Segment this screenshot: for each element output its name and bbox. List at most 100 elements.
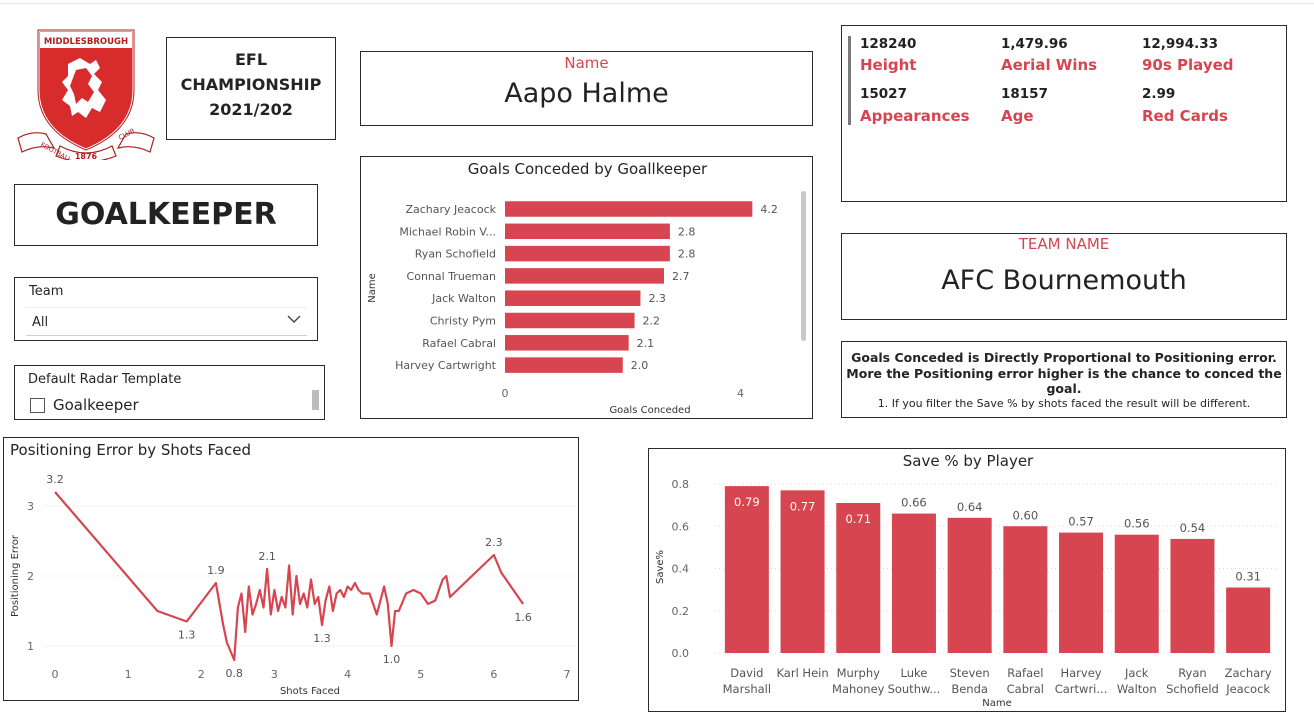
category-label: Christy Pym xyxy=(430,315,496,328)
league-line-2: CHAMPIONSHIP xyxy=(180,75,322,94)
crest-name: MIDDLESBROUGH xyxy=(44,37,128,47)
bar xyxy=(505,357,623,373)
data-label: 2.3 xyxy=(485,536,503,549)
x-tick-label: 6 xyxy=(490,668,497,681)
data-label: 4.2 xyxy=(760,203,778,216)
data-label: 0.60 xyxy=(1013,508,1039,522)
y-tick-label: 2 xyxy=(27,570,34,583)
bar xyxy=(780,490,825,653)
crest-year: 1876 xyxy=(75,152,98,160)
category-label: Ryan Schofield xyxy=(415,248,496,261)
bar xyxy=(947,517,992,653)
y-tick-label: 0.2 xyxy=(672,605,690,618)
y-tick-label: 0.4 xyxy=(672,563,690,576)
category-label: Zachary xyxy=(1225,666,1272,680)
bar xyxy=(505,335,629,351)
y-tick-label: 0.0 xyxy=(672,647,690,660)
chart-title: Goals Conceded by Goallkeeper xyxy=(467,160,708,178)
category-label: Zachary Jeacock xyxy=(405,203,496,216)
data-label: 0.71 xyxy=(845,512,871,526)
bar xyxy=(836,503,881,653)
category-label: Harvey xyxy=(1060,666,1101,680)
category-label: David xyxy=(730,666,763,680)
bar xyxy=(505,290,641,306)
positioning-error-chart: Positioning Error by Shots Faced 1 2 3 0 1 2 3… xyxy=(3,437,579,701)
category-label: Karl Hein xyxy=(776,666,828,680)
data-label: 0.31 xyxy=(1235,570,1261,584)
bar xyxy=(1003,526,1048,653)
stat-aerial-wins-value: 1,479.96 xyxy=(1001,36,1068,52)
bar xyxy=(1170,538,1215,653)
bar xyxy=(1226,587,1271,653)
data-label: 2.1 xyxy=(258,550,276,563)
category-label: Rafael xyxy=(1007,666,1043,680)
stat-height-label: Height xyxy=(860,56,917,74)
bar xyxy=(505,268,664,284)
data-label: 2.8 xyxy=(678,248,696,261)
club-crest-logo: MIDDLESBROUGH FOOTBALL CLUB 1876 xyxy=(16,20,156,164)
category-label: Cartwri... xyxy=(1055,682,1108,696)
data-label: 0.66 xyxy=(901,496,927,510)
stat-aerial-wins-label: Aerial Wins xyxy=(1001,56,1098,74)
data-label: 2.7 xyxy=(672,270,690,283)
player-name-card: Name Aapo Halme xyxy=(360,51,813,126)
x-axis-title: Name xyxy=(982,698,1012,709)
bar xyxy=(505,245,670,262)
x-axis-title: Goals Conceded xyxy=(609,405,690,416)
note-line-2: More the Positioning error higher is the… xyxy=(846,366,1282,396)
category-label: Harvey Cartwright xyxy=(395,359,497,372)
x-tick-label: 0 xyxy=(502,387,509,400)
category-label: Jack Walton xyxy=(431,292,496,305)
note-line-3: 1. If you filter the Save % by shots fac… xyxy=(877,397,1251,410)
data-label: 1.3 xyxy=(313,632,331,645)
slicer-scrollbar[interactable] xyxy=(312,390,319,410)
team-slicer-title: Team xyxy=(29,284,64,299)
chart-title: Positioning Error by Shots Faced xyxy=(10,441,251,459)
series-line xyxy=(54,491,525,662)
data-label: 0.77 xyxy=(790,499,816,513)
data-label: 0.79 xyxy=(734,495,760,509)
y-axis-title: Save% xyxy=(655,550,666,584)
category-label: Mahoney xyxy=(832,682,885,696)
x-tick-label: 0 xyxy=(52,668,59,681)
league-line-3: 2021/202 xyxy=(209,100,293,119)
category-label: Cabral xyxy=(1007,682,1044,696)
y-tick-label: 0.6 xyxy=(672,520,690,533)
positioning-error-plot: 1 2 3 0 1 2 3 4 5 6 7 3.2 1.3 1.9 0.8 2.1 1.3 1.0 2.3 1.6 Sh… xyxy=(10,473,576,697)
category-label: Murphy xyxy=(837,666,881,680)
stat-appearances-label: Appearances xyxy=(860,107,970,125)
stat-age-label: Age xyxy=(1001,107,1034,125)
player-name-label: Name xyxy=(564,54,609,72)
team-dropdown-value: All xyxy=(32,315,49,330)
data-label: 0.57 xyxy=(1068,515,1094,529)
position-title: GOALKEEPER xyxy=(55,197,277,232)
data-label: 0.8 xyxy=(225,667,243,680)
team-slicer: Team All xyxy=(14,277,318,341)
team-name-label: TEAM NAME xyxy=(1018,235,1110,253)
bar xyxy=(1059,532,1104,653)
stat-red-cards-value: 2.99 xyxy=(1142,86,1176,102)
bar xyxy=(724,486,769,653)
category-label: Jack xyxy=(1124,666,1149,680)
x-tick-label: 1 xyxy=(125,668,132,681)
data-label: 1.3 xyxy=(178,629,196,642)
category-label: Michael Robin V... xyxy=(399,225,496,238)
category-label: Ryan xyxy=(1178,666,1207,680)
insight-note-card: Goals Conceded is Directly Proportional … xyxy=(841,341,1287,418)
team-dropdown[interactable]: All xyxy=(26,307,307,336)
data-label: 1.0 xyxy=(383,653,401,666)
league-card: EFL CHAMPIONSHIP 2021/202 xyxy=(166,37,336,140)
goalkeeper-checkbox[interactable] xyxy=(30,398,45,413)
y-tick-label: 1 xyxy=(27,640,34,653)
goals-conceded-chart: Goals Conceded by Goallkeeper Zachary Je… xyxy=(360,156,813,419)
chart-title: Save % by Player xyxy=(902,452,1034,470)
league-line-1: EFL xyxy=(234,50,268,69)
category-label: Steven xyxy=(950,666,990,680)
x-tick-label: 2 xyxy=(198,668,205,681)
data-label: 1.6 xyxy=(514,611,532,624)
save-percent-chart: Save % by Player 0.0 0.2 0.4 0.6 0.8 0.79 Davi… xyxy=(648,448,1286,712)
category-label: Marshall xyxy=(723,682,771,696)
stat-age-value: 18157 xyxy=(1001,86,1048,102)
bar xyxy=(1114,534,1159,653)
goalkeeper-option-label[interactable]: Goalkeeper xyxy=(53,396,139,414)
